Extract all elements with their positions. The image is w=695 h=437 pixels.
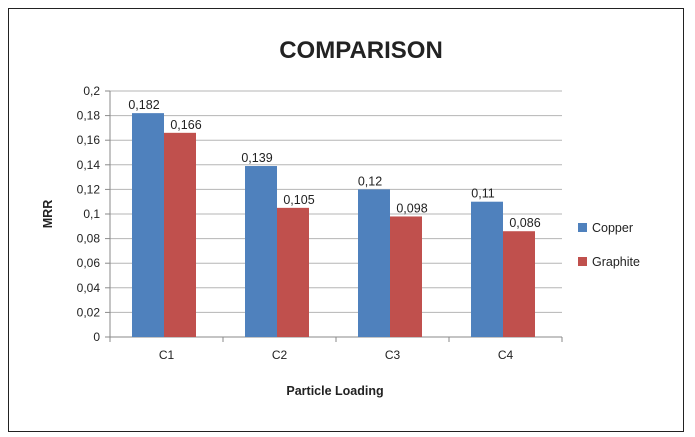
y-axis-label: MRR — [41, 200, 55, 228]
y-tick-label: 0,2 — [83, 84, 100, 98]
data-label: 0,11 — [471, 187, 494, 201]
y-tick-label: 0,18 — [77, 109, 101, 123]
data-label: 0,182 — [128, 98, 159, 112]
legend-swatch-copper — [578, 223, 587, 232]
data-labels: 0,182 0,166 0,139 0,105 0,12 0,098 0,11 0,086 — [128, 98, 540, 230]
y-tick-label: 0,1 — [83, 207, 100, 221]
data-label: 0,086 — [509, 216, 540, 230]
chart-frame — [8, 8, 684, 432]
chart-title: COMPARISON — [279, 37, 443, 64]
bar-graphite-c2 — [277, 207, 309, 337]
bar-copper-c3 — [358, 189, 390, 337]
y-tick-label: 0,14 — [77, 158, 101, 172]
bars — [132, 113, 535, 337]
bar-graphite-c3 — [390, 216, 422, 337]
y-tick-label: 0 — [93, 330, 100, 344]
y-tick-label: 0,08 — [77, 232, 101, 246]
bar-copper-c2 — [245, 166, 277, 337]
legend-label-copper: Copper — [592, 221, 633, 235]
y-tick-label: 0,12 — [77, 182, 101, 196]
bar-copper-c1 — [132, 113, 164, 337]
x-tick-label: C3 — [385, 348, 401, 362]
data-label: 0,105 — [283, 193, 314, 207]
bar-graphite-c4 — [503, 231, 535, 337]
y-tick-label: 0,04 — [77, 281, 101, 295]
x-tick-label: C4 — [498, 348, 514, 362]
bar-copper-c4 — [471, 201, 503, 337]
y-tick-label: 0,06 — [77, 256, 101, 270]
x-axis-ticks: C1 C2 C3 C4 — [159, 348, 514, 362]
data-label: 0,098 — [396, 201, 427, 215]
data-label: 0,139 — [241, 151, 272, 165]
legend-swatch-graphite — [578, 257, 587, 266]
y-tick-label: 0,02 — [77, 305, 101, 319]
x-tick-label: C2 — [272, 348, 288, 362]
y-axis-ticks: 0 0,02 0,04 0,06 0,08 0,1 0,12 0,14 0,16 0,18 0,2 — [77, 84, 101, 344]
x-axis-label: Particle Loading — [286, 384, 383, 398]
bar-graphite-c1 — [164, 132, 196, 337]
legend: Copper Graphite — [578, 221, 640, 269]
legend-label-graphite: Graphite — [592, 255, 640, 269]
data-label: 0,166 — [170, 118, 201, 132]
x-tick-label: C1 — [159, 348, 175, 362]
y-tick-label: 0,16 — [77, 133, 101, 147]
data-label: 0,12 — [358, 174, 382, 188]
